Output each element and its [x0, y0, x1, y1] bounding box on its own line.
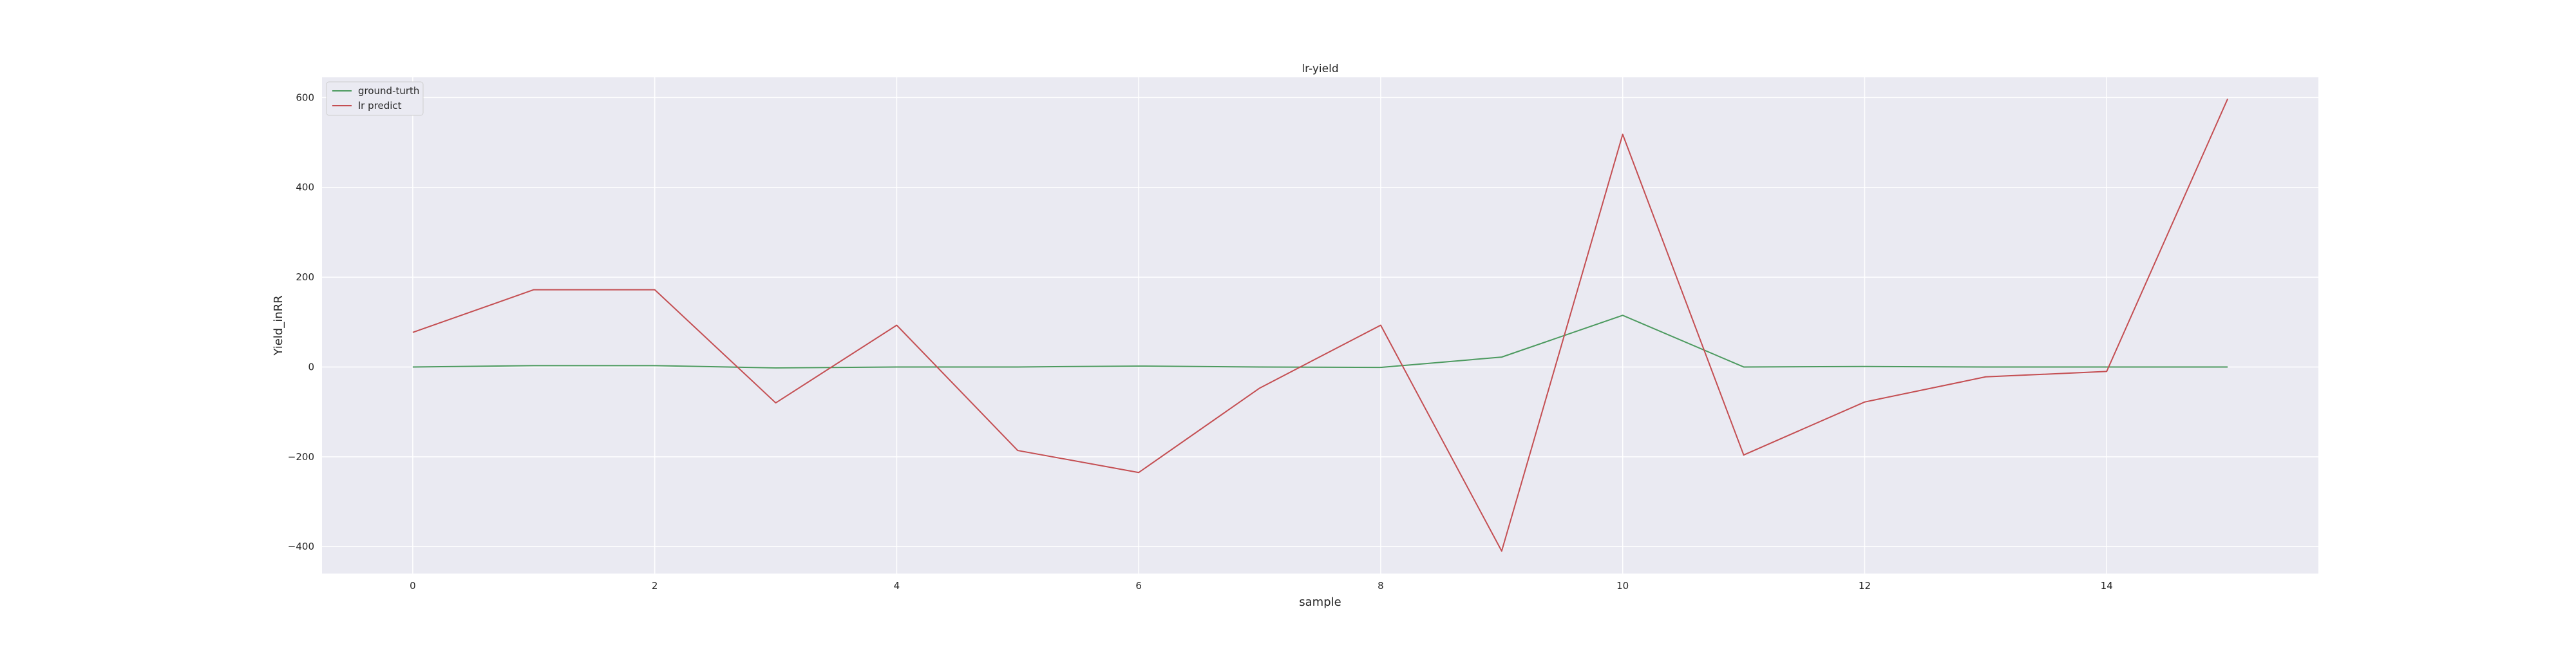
series-line-ground-turth — [412, 314, 2228, 369]
plot-background — [322, 77, 2318, 574]
y-tick-label: −400 — [288, 541, 314, 552]
x-tick-label: 4 — [894, 580, 900, 592]
x-tick-label: 0 — [410, 580, 416, 592]
legend-label-lr-predict: lr predict — [358, 100, 402, 111]
x-tick-labels: 0 2 4 6 8 10 12 14 — [410, 580, 2113, 592]
y-tick-label: 600 — [296, 92, 314, 103]
y-axis-label: Yield_inRR — [272, 295, 285, 356]
x-tick-label: 6 — [1135, 580, 1142, 592]
x-tick-label: 14 — [2101, 580, 2113, 592]
x-axis-label: sample — [1299, 595, 1341, 609]
x-tick-label: 2 — [652, 580, 658, 592]
legend-label-ground-turth: ground-turth — [358, 85, 419, 97]
series-line-lr-predict — [412, 99, 2229, 552]
y-tick-label: −200 — [288, 451, 314, 463]
series-lines — [412, 99, 2229, 552]
y-tick-label: 200 — [296, 271, 314, 283]
x-tick-label: 8 — [1378, 580, 1384, 592]
chart-title: lr-yield — [1302, 63, 1338, 75]
y-tick-label: 400 — [296, 182, 314, 193]
x-tick-label: 12 — [1859, 580, 1871, 592]
y-tick-label: 0 — [308, 361, 314, 372]
grid-lines — [322, 77, 2318, 574]
legend: ground-turth lr predict — [326, 81, 424, 116]
x-tick-label: 10 — [1616, 580, 1629, 592]
y-tick-labels: −400 −200 0 200 400 600 — [288, 92, 314, 552]
